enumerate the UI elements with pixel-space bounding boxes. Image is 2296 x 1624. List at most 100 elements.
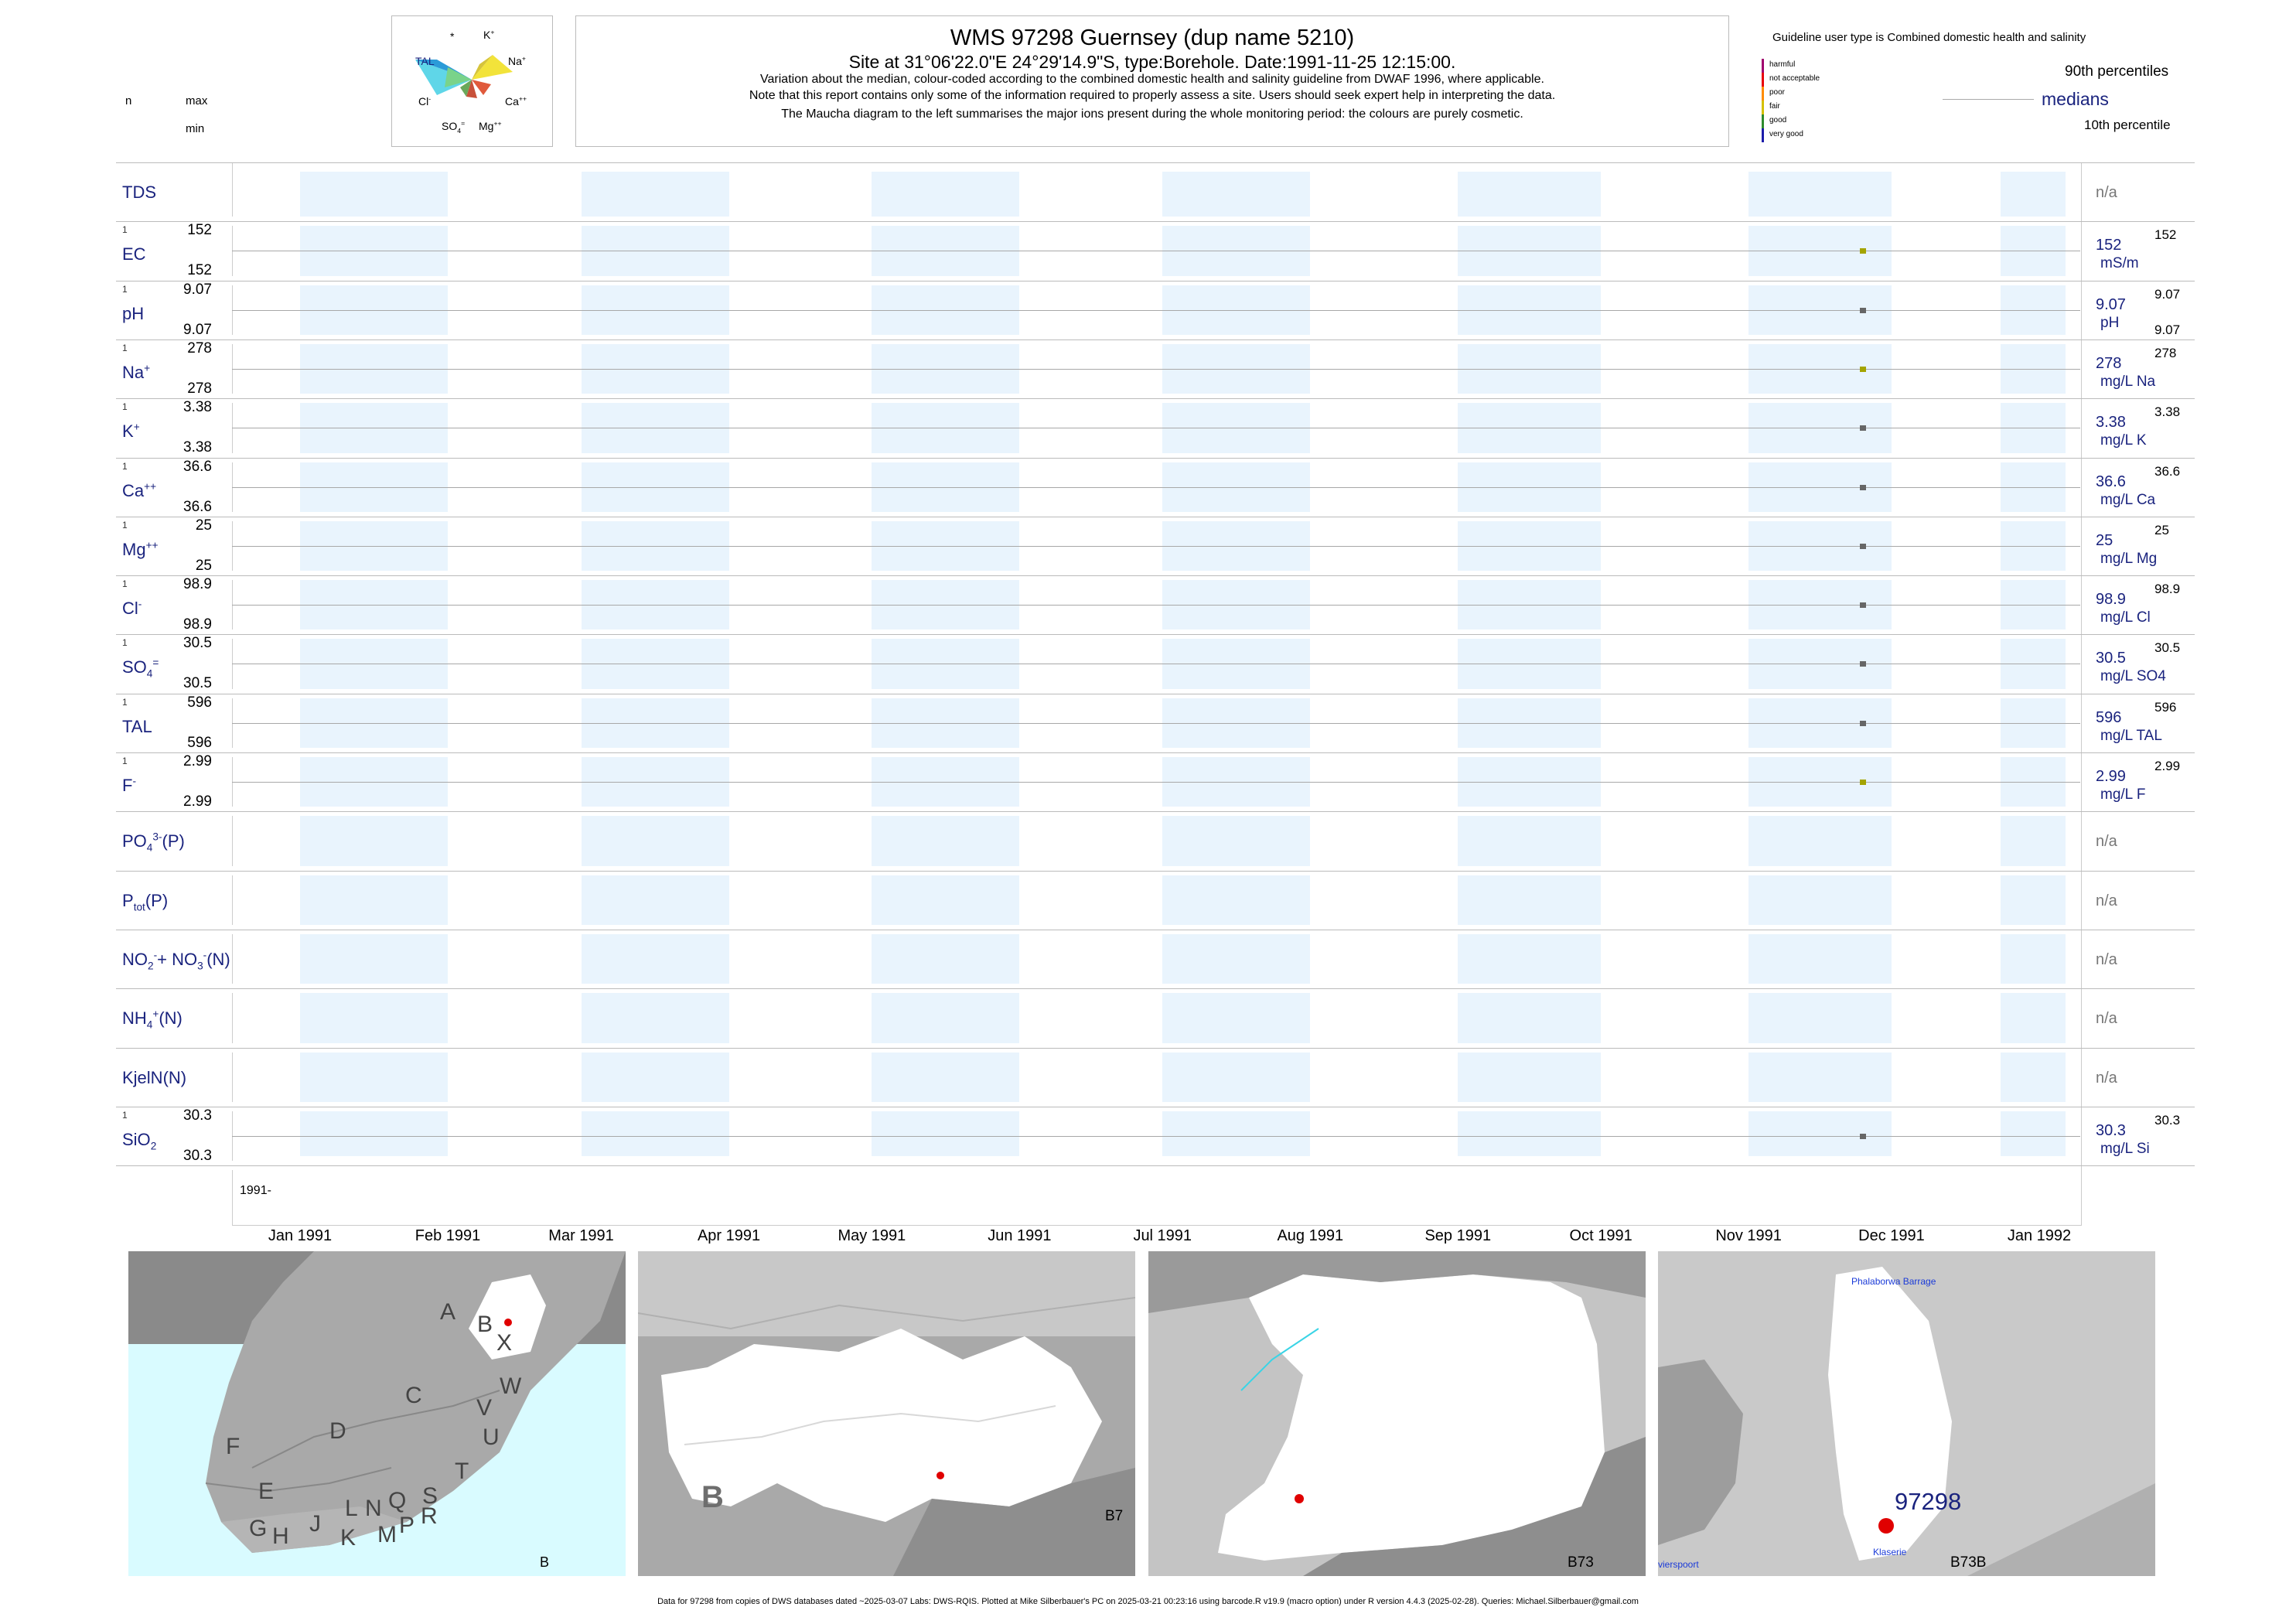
param-min: 30.3 [183,1147,212,1164]
param-label-TDS: TDS [122,183,156,202]
right-unit: pH [2100,314,2120,331]
p90-legend: 90th percentiles [2065,63,2169,80]
map1-label-L: L [345,1496,358,1521]
maucha-mg-text: Mg [479,120,494,132]
right-p90: 98.9 [2154,582,2181,597]
row-separator [116,575,2195,577]
data-point-SO4= [1860,661,1867,667]
maucha-k-text: K [483,29,491,41]
b7-map-icon [638,1251,1135,1576]
note-line-1: Variation about the median, colour-coded… [760,73,1544,86]
param-n: 1 [122,1109,128,1121]
southern-africa-map-icon [128,1251,626,1553]
right-p90: 152 [2154,227,2177,243]
data-point-TAL [1860,720,1867,726]
param-min: 36.6 [183,498,212,515]
guideline-text: Guideline user type is Combined domestic… [1772,31,2086,44]
x-tick-label: Mar 1991 [548,1227,614,1245]
right-value: 36.6 [2096,473,2126,490]
maucha-mg-sup: ++ [493,119,502,128]
median-line [232,368,2080,370]
site-info: Site at 31°06'22.0"E 24°29'14.9"S, type:… [848,52,1456,72]
param-n: 1 [122,756,128,766]
right-na: n/a [2096,833,2117,851]
map1-label-P: P [399,1513,415,1538]
param-label-Mg++: Mg++ [122,539,159,559]
param-label-K+: K+ [122,421,140,442]
row-separator [116,811,2195,813]
guideline-class-legend: harmful not acceptable poor fair good very go… [1762,59,1916,144]
data-point-Mg++ [1860,543,1867,549]
right-unit: mg/L F [2100,786,2146,803]
param-label-SiO2: SiO2 [122,1129,157,1152]
right-p90: 2.99 [2154,759,2181,773]
param-min: 152 [187,262,212,279]
map4-left-label: vierspoort [1658,1559,1699,1570]
map1-corner-label: B [540,1554,550,1570]
map1-label-C: C [405,1383,422,1408]
map-b73b: Phalaborwa Barrage 97298 Klaserie viersp… [1658,1251,2155,1576]
param-max: 36.6 [183,458,212,475]
right-na: n/a [2096,950,2117,968]
x-year-label: 1991- [240,1184,271,1198]
row-separator [116,221,2195,223]
map1-label-J: J [309,1511,321,1537]
right-p90: 30.3 [2154,1112,2181,1128]
median-line [232,309,2080,311]
maucha-na-text: Na [508,55,522,67]
right-na: n/a [2096,892,2117,909]
maucha-na-sup: + [521,54,526,63]
median-line [232,545,2080,547]
param-label-NO2+NO3(N): NO2-+ NO3-(N) [122,949,230,972]
param-label-pH: pH [122,303,145,323]
param-max: 596 [187,694,212,711]
median-line [232,605,2080,606]
maucha-star-icon [415,55,513,98]
right-unit: mg/L TAL [2100,727,2162,744]
median-line [232,782,2080,783]
medians-legend: medians [2042,89,2109,109]
map1-label-E: E [258,1479,275,1504]
x-tick-label: Jan 1992 [2007,1227,2072,1245]
right-value: 30.5 [2096,650,2126,667]
right-value: 152 [2096,237,2122,254]
right-p10: 9.07 [2154,322,2181,337]
row-separator [116,162,2195,163]
map1-label-B: B [477,1312,493,1337]
map1-label-W: W [500,1373,522,1399]
data-point-Cl- [1860,602,1867,609]
b73b-map-icon [1658,1267,2155,1576]
legend-class-label: good [1769,116,1787,125]
right-value: 3.38 [2096,414,2126,432]
right-p90: 278 [2154,345,2177,360]
x-tick-label: Jun 1991 [988,1227,1052,1245]
right-value: 2.99 [2096,768,2126,785]
x-tick-label: Sep 1991 [1424,1227,1492,1245]
param-max: 152 [187,222,212,239]
data-point-Ca++ [1860,484,1867,490]
barcode-chart: TDS n/a EC 1 152 152 152 mS/m 152 pH 1 9.07 9.07 9.07… [116,162,2195,1244]
p10-legend: 10th percentile [2084,118,2171,132]
right-p90: 30.5 [2154,640,2181,656]
data-point-Na+ [1860,366,1867,372]
map1-label-N: N [365,1496,382,1521]
right-unit: mg/L Mg [2100,550,2158,567]
map4-top-label: Phalaborwa Barrage [1851,1276,1936,1287]
right-unit: mg/L Ca [2100,491,2156,508]
maucha-so4-sub: 4 [457,126,462,135]
maucha-k-sup: + [490,28,495,36]
map1-label-F: F [226,1434,241,1459]
row-separator [116,1047,2195,1049]
maucha-diagram: * K+ TAL Na+ Cl- Ca++ SO4= Mg++ [391,15,553,147]
b73-map-icon [1148,1251,1646,1576]
param-label-Ca++: Ca++ [122,480,157,500]
maucha-cl-label: Cl- [418,95,431,107]
row-separator [116,988,2195,990]
param-min: 278 [187,380,212,397]
x-tick-label: Nov 1991 [1715,1227,1782,1245]
param-min: 98.9 [183,616,212,633]
param-max: 30.5 [183,635,212,652]
map4-corner-label: B73B [1950,1554,1987,1571]
legend-color-bar [1762,101,1764,114]
param-label-TAL: TAL [122,716,152,736]
